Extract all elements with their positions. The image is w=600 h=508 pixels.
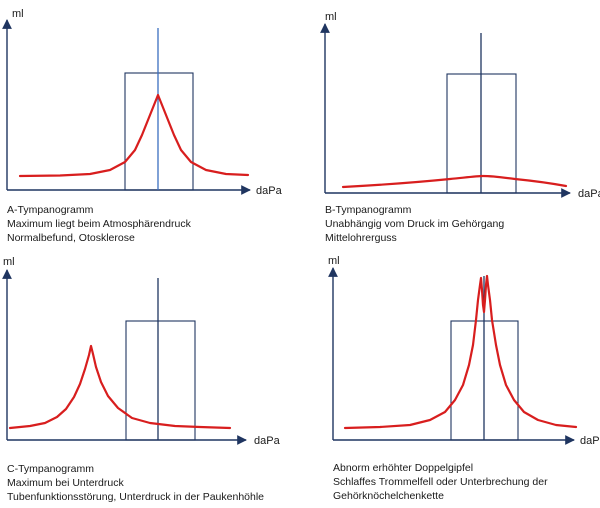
y-axis-label: ml <box>328 255 340 267</box>
x-axis-label: daPa <box>578 188 600 200</box>
caption-line: Unabhängig vom Druck im Gehörgang <box>325 218 504 230</box>
y-axis-label: ml <box>12 8 24 20</box>
caption-line: Tubenfunktionsstörung, Unterdruck in der… <box>7 491 264 503</box>
x-axis-label: daPa <box>256 185 283 197</box>
caption-line: Schlaffes Trommelfell oder Unterbrechung… <box>333 476 548 488</box>
normal-range-box <box>124 72 194 191</box>
tympanogram-curve <box>8 344 232 430</box>
caption-line: Gehörknöchelchenkette <box>333 490 444 502</box>
normal-range-box <box>125 320 196 441</box>
panel-c: ml daPa C-Tympanogramm Maximum bei Unter… <box>2 256 281 503</box>
panel-a: ml daPa A-Tympanogramm Maximum liegt bei… <box>2 8 283 244</box>
panel-d: ml daPa Abnorm erhöhter Doppelgipfel Sch… <box>328 255 600 502</box>
caption-title: B-Tympanogramm <box>325 204 412 216</box>
y-axis-label: ml <box>325 11 337 23</box>
y-axis-label: ml <box>3 256 15 268</box>
tympanogram-curve <box>341 174 568 189</box>
panel-b: ml daPa B-Tympanogramm Unabhängig vom Dr… <box>320 11 600 244</box>
x-axis-label: daPa <box>254 435 281 447</box>
caption-title: A-Tympanogramm <box>7 204 94 216</box>
caption-title: C-Tympanogramm <box>7 463 94 475</box>
tympanogram-curve <box>343 274 578 430</box>
caption-line: Normalbefund, Otosklerose <box>7 232 135 244</box>
caption-line: Mittelohrerguss <box>325 232 397 244</box>
caption-line: Maximum bei Unterdruck <box>7 477 124 489</box>
x-axis-label: daPa <box>580 435 600 447</box>
caption-title: Abnorm erhöhter Doppelgipfel <box>333 462 473 474</box>
caption-line: Maximum liegt beim Atmosphärendruck <box>7 218 192 230</box>
tympanogram-curve <box>18 93 250 178</box>
